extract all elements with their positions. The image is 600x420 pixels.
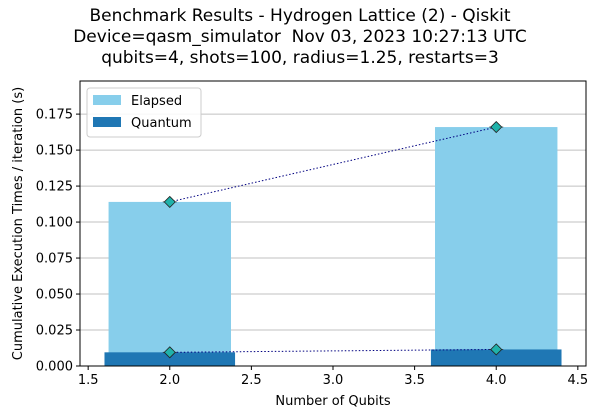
- y-axis-label: Cumulative Execution Times / iteration (…: [11, 87, 26, 360]
- bar-elapsed-2-qubits: [108, 201, 231, 366]
- marker-quantum-4-qubits: [490, 343, 503, 356]
- chart-title-line-3: qubits=4, shots=100, radius=1.25, restar…: [101, 48, 499, 68]
- bars: [104, 127, 562, 366]
- chart-title-line-1: Benchmark Results - Hydrogen Lattice (2)…: [89, 6, 511, 26]
- x-axis-ticks: 1.5 2.0 2.5 3.0 3.5 4.0 4.5: [78, 366, 588, 388]
- x-tick-label-5: 4.0: [486, 373, 507, 388]
- marker-quantum-2-qubits: [163, 346, 176, 359]
- x-tick-label-3: 3.0: [323, 373, 344, 388]
- y-tick-label-5: 0.125: [36, 180, 73, 195]
- legend-swatch-elapsed: [93, 95, 121, 105]
- x-tick-label-1: 2.0: [159, 373, 180, 388]
- x-tick-label-4: 3.5: [404, 373, 425, 388]
- y-tick-label-3: 0.075: [36, 252, 73, 267]
- y-axis-ticks: 0.000 0.025 0.050 0.075 0.100 0.125 0.150 0.175: [36, 108, 80, 375]
- y-tick-label-7: 0.175: [36, 108, 73, 123]
- y-tick-label-0: 0.000: [36, 360, 73, 375]
- data-markers: [162, 120, 504, 359]
- x-tick-label-2: 2.5: [241, 373, 262, 388]
- chart-title-line-2: Device=qasm_simulator Nov 03, 2023 10:27…: [73, 27, 527, 47]
- y-tick-label-6: 0.150: [36, 144, 73, 159]
- y-tick-label-1: 0.025: [36, 324, 73, 339]
- x-tick-label-6: 4.5: [567, 373, 588, 388]
- bar-quantum-2-qubits: [104, 352, 236, 366]
- marker-elapsed-2-qubits: [163, 195, 176, 208]
- legend-label-elapsed: Elapsed: [131, 94, 182, 109]
- marker-elapsed-4-qubits: [490, 120, 503, 134]
- x-tick-label-0: 1.5: [78, 373, 99, 388]
- legend-label-quantum: Quantum: [131, 116, 192, 131]
- legend-swatch-quantum: [93, 117, 121, 127]
- x-axis-label: Number of Qubits: [275, 394, 390, 409]
- bar-quantum-4-qubits: [430, 349, 562, 366]
- legend: Elapsed Quantum: [86, 87, 202, 138]
- y-tick-label-2: 0.050: [36, 288, 73, 303]
- y-tick-label-4: 0.100: [36, 216, 73, 231]
- bar-elapsed-4-qubits: [435, 127, 558, 366]
